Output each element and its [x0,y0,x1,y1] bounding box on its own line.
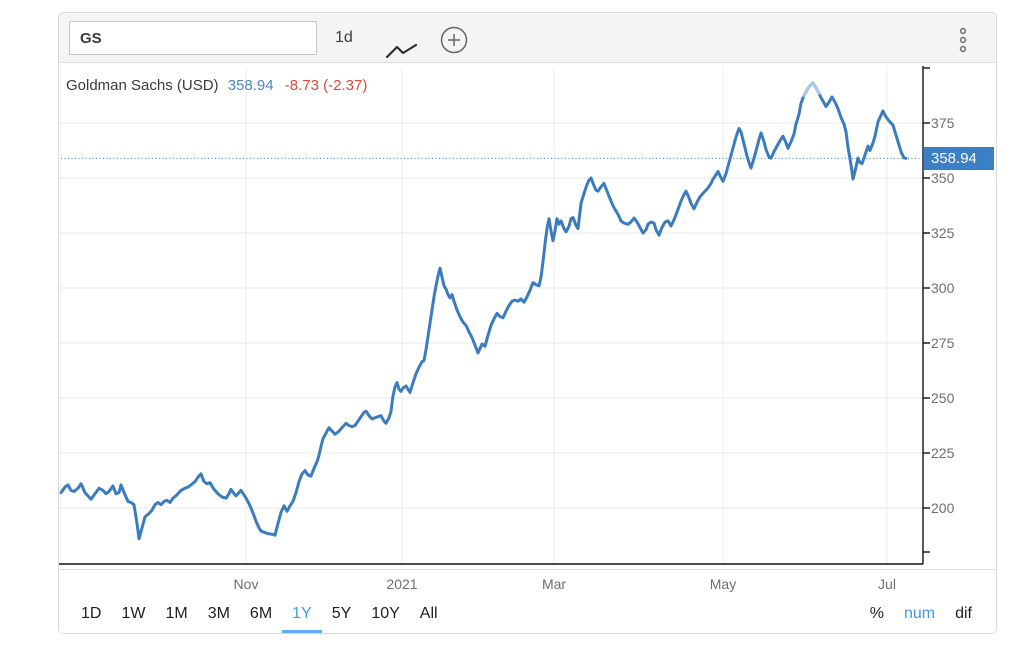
y-axis-label: 275 [931,335,955,351]
range-button-1y[interactable]: 1Y [282,598,322,633]
price-chart [59,66,930,565]
range-button-1d[interactable]: 1D [71,598,111,633]
y-axis-label: 300 [931,280,955,296]
chart-legend: Goldman Sachs (USD) 358.94 -8.73 (-2.37) [66,77,367,94]
range-selector: 1D 1W 1M 3M 6M 1Y 5Y 10Y All [71,598,448,633]
mode-button-percent[interactable]: % [860,598,894,633]
range-button-1w[interactable]: 1W [111,598,155,633]
price-change: -8.73 (-2.37) [284,77,368,94]
peak-highlight-segment [802,81,821,97]
y-axis-label: 350 [931,170,955,186]
x-axis-label: Mar [541,576,567,592]
price-line-series [59,81,908,541]
x-axis-label: 2021 [386,576,418,592]
range-button-10y[interactable]: 10Y [361,598,409,633]
mode-button-dif[interactable]: dif [945,598,982,633]
last-price: 358.94 [227,77,274,94]
range-button-all[interactable]: All [410,598,448,633]
range-button-1m[interactable]: 1M [155,598,197,633]
range-button-3m[interactable]: 3M [198,598,240,633]
x-axis-label: Jul [878,576,896,592]
ticker-input[interactable] [69,21,317,55]
range-button-5y[interactable]: 5Y [322,598,362,633]
y-axis-label: 375 [931,115,955,131]
line-chart-icon[interactable] [384,42,420,67]
interval-selector[interactable]: 1d [335,29,353,46]
y-axis-label: 225 [931,445,955,461]
mode-button-num[interactable]: num [894,598,945,633]
kebab-menu-icon[interactable] [958,27,968,58]
x-axis-label: Nov [233,576,259,592]
range-button-6m[interactable]: 6M [240,598,282,633]
instrument-name: Goldman Sachs (USD) [66,77,219,94]
y-axis-label: 250 [931,390,955,406]
stock-chart-widget: 1d [58,12,997,634]
bottom-toolbar: Nov 2021 Mar May Jul 1D 1W 1M 3M 6M 1Y 5Y 10… [59,569,996,633]
scale-mode-selector: % num dif [860,598,982,633]
x-axis-label: May [709,576,737,592]
top-toolbar: 1d [59,13,996,63]
y-axis-label: 325 [931,225,955,241]
chart-area[interactable]: Goldman Sachs (USD) 358.94 -8.73 (-2.37)… [59,63,996,569]
add-comparison-icon[interactable] [440,26,468,59]
y-axis-label: 200 [931,500,955,516]
current-price-tag: 358.94 [924,146,994,170]
